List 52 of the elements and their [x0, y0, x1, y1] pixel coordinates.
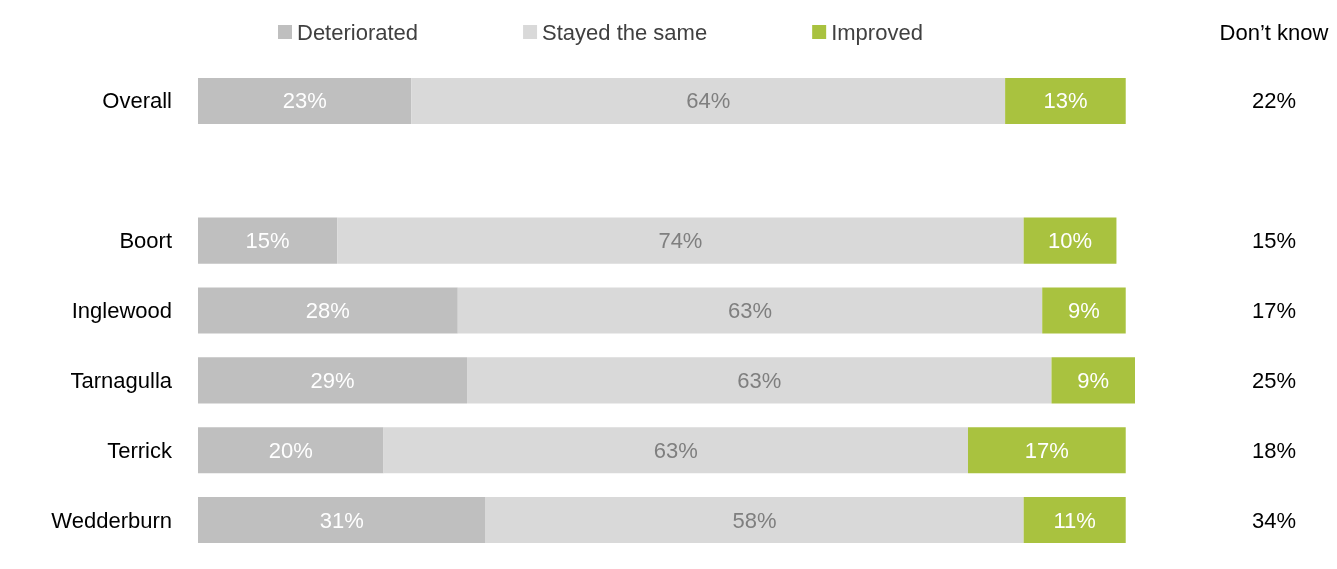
- legend-label: Stayed the same: [542, 19, 708, 45]
- bar: [198, 497, 486, 544]
- y-tick-label: Tarnagulla: [70, 367, 173, 393]
- legend-label: Deteriorated: [297, 19, 419, 45]
- bar: [457, 287, 1043, 334]
- data-label: 63%: [653, 437, 698, 463]
- bar: [968, 427, 1126, 474]
- bar: [1023, 217, 1117, 264]
- bar: [1042, 287, 1126, 334]
- data-label: 11%: [1053, 507, 1096, 533]
- data-label: 64%: [686, 88, 731, 114]
- text: 17%: [1251, 298, 1297, 323]
- data-label: 23%: [282, 88, 327, 114]
- text: 18%: [1251, 437, 1297, 463]
- y-tick-label: Inglewood: [71, 298, 172, 323]
- bar: [198, 287, 458, 334]
- bar: [1051, 357, 1135, 404]
- y-tick-label: Terrick: [107, 437, 173, 463]
- text: 22%: [1251, 88, 1297, 114]
- bar: [485, 497, 1024, 544]
- data-label: 63%: [727, 298, 773, 323]
- bar: [198, 217, 338, 264]
- bar: [198, 77, 412, 124]
- bar: [467, 357, 1052, 404]
- data-label: 10%: [1048, 228, 1093, 254]
- data-label: 28%: [305, 298, 350, 323]
- data-label: 9%: [1068, 298, 1100, 323]
- y-tick-label: Boort: [119, 228, 172, 254]
- bar: [1005, 77, 1126, 124]
- data-label: 9%: [1077, 367, 1110, 393]
- data-label: 74%: [658, 228, 703, 254]
- legend-label: Improved: [831, 19, 923, 45]
- data-label: 31%: [319, 507, 364, 533]
- data-label: 20%: [268, 437, 313, 463]
- bar: [198, 357, 468, 404]
- text: 25%: [1251, 367, 1297, 393]
- bar: [337, 217, 1024, 264]
- y-tick-label: Wedderburn: [51, 507, 172, 533]
- bar: [1023, 497, 1126, 544]
- data-label: 29%: [310, 367, 355, 393]
- data-label: 13%: [1043, 88, 1088, 114]
- data-label: 63%: [737, 367, 782, 393]
- y-tick-label: Overall: [102, 88, 172, 114]
- bar: [383, 427, 969, 474]
- data-label: 15%: [245, 228, 290, 254]
- bar: [198, 427, 384, 474]
- data-label: 17%: [1024, 437, 1069, 463]
- bar: [411, 77, 1006, 124]
- data-label: 58%: [732, 507, 777, 533]
- text: 15%: [1251, 228, 1297, 254]
- text: Don’t know: [1219, 19, 1329, 45]
- text: 34%: [1251, 507, 1297, 533]
